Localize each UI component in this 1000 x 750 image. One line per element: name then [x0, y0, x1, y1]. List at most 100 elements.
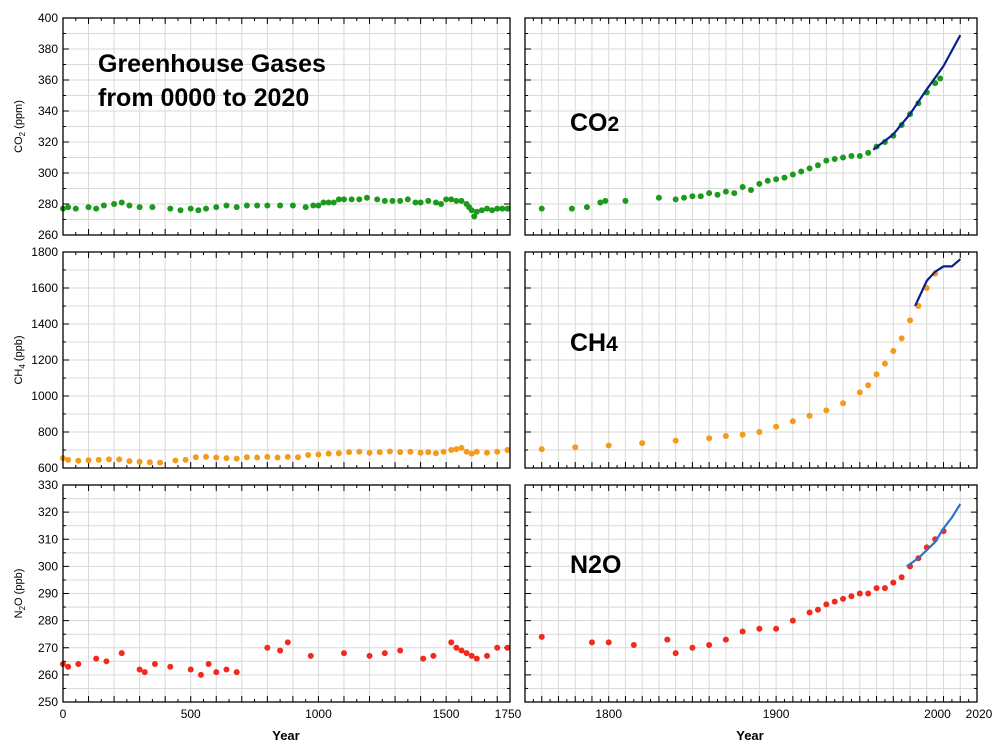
main-title-line2: from 0000 to 2020	[98, 84, 309, 112]
y-tick-label: 260	[38, 668, 58, 682]
data-point-n2o	[366, 652, 373, 659]
data-point-n2o	[264, 644, 271, 651]
data-point-n2o	[504, 644, 511, 651]
data-point-ch4	[264, 453, 271, 460]
data-point-n2o	[898, 574, 905, 581]
data-point-n2o	[588, 639, 595, 646]
data-point-co2	[602, 197, 609, 204]
y-tick-label: 320	[38, 135, 58, 149]
data-point-n2o	[806, 609, 813, 616]
data-point-n2o	[848, 593, 855, 600]
panel-row-ch4: 600 800 1000 1200 1400 1600 1800 CH4 (ppb) CH4	[13, 245, 978, 475]
data-point-n2o	[187, 666, 194, 673]
data-point-co2	[320, 199, 327, 206]
data-point-ch4	[432, 450, 439, 457]
data-point-n2o	[151, 661, 158, 668]
data-point-co2	[504, 205, 511, 212]
data-point-ch4	[213, 454, 220, 461]
data-point-co2	[489, 207, 496, 214]
data-point-n2o	[381, 650, 388, 657]
series-line-co2	[872, 34, 962, 151]
data-point-co2	[739, 183, 746, 190]
data-point-ch4	[773, 423, 780, 430]
data-point-co2	[448, 196, 455, 203]
data-point-ch4	[146, 459, 153, 466]
data-point-co2	[597, 199, 604, 206]
x-tick-label-right: 2020	[966, 707, 993, 721]
data-point-n2o	[881, 585, 888, 592]
y-tick-label: 330	[38, 478, 58, 492]
data-point-n2o	[538, 633, 545, 640]
data-point-co2	[335, 196, 342, 203]
y-tick-label: 310	[38, 532, 58, 546]
data-point-n2o	[458, 647, 465, 654]
data-point-ch4	[75, 457, 82, 464]
data-point-co2	[310, 202, 317, 209]
data-point-n2o	[840, 595, 847, 602]
data-point-co2	[187, 205, 194, 212]
data-point-co2	[748, 187, 754, 194]
data-point-co2	[389, 197, 396, 204]
data-point-co2	[289, 202, 296, 209]
data-point-n2o	[494, 644, 501, 651]
data-point-co2	[243, 202, 250, 209]
data-point-n2o	[223, 666, 230, 673]
data-point-co2	[468, 207, 475, 214]
panel-left	[60, 17, 511, 236]
data-point-ch4	[881, 360, 888, 367]
data-point-n2o	[706, 642, 713, 649]
data-point-n2o	[141, 669, 148, 676]
x-tick-label-left: 1750	[495, 707, 522, 721]
data-point-co2	[126, 202, 133, 209]
data-point-ch4	[856, 389, 863, 396]
data-point-ch4	[233, 455, 240, 462]
data-point-ch4	[284, 453, 291, 460]
data-point-ch4	[458, 444, 465, 451]
data-point-ch4	[223, 455, 230, 462]
data-point-n2o	[672, 650, 679, 657]
data-point-ch4	[126, 458, 133, 465]
panel-right	[524, 17, 978, 236]
data-point-ch4	[440, 448, 447, 455]
chart-panels: 260 280 300 320 340 360 380 400 CO2 (ppm) CO2 600 8…	[13, 11, 993, 721]
data-point-ch4	[136, 458, 143, 465]
y-tick-label: 1400	[31, 317, 58, 331]
data-point-n2o	[65, 663, 72, 670]
data-point-n2o	[103, 658, 110, 665]
data-point-co2	[499, 205, 506, 212]
data-point-co2	[325, 199, 332, 206]
data-point-ch4	[105, 456, 112, 463]
data-point-ch4	[157, 459, 164, 466]
y-axis-title: CO2 (ppm)	[13, 100, 27, 153]
data-point-co2	[840, 154, 847, 161]
data-point-ch4	[494, 448, 501, 455]
data-point-co2	[277, 202, 284, 209]
panel-frame	[524, 17, 978, 236]
data-point-co2	[233, 204, 240, 211]
data-point-n2o	[831, 598, 838, 605]
data-point-co2	[432, 199, 439, 206]
data-point-co2	[340, 196, 347, 203]
data-point-co2	[195, 207, 202, 214]
data-point-ch4	[203, 453, 210, 460]
y-tick-label: 260	[38, 228, 58, 242]
x-tick-label-right: 1900	[763, 707, 790, 721]
data-point-co2	[404, 196, 411, 203]
data-point-co2	[731, 190, 738, 197]
panel-left	[60, 251, 511, 469]
y-tick-label: 360	[38, 73, 58, 87]
data-point-ch4	[315, 451, 322, 458]
data-point-ch4	[448, 447, 455, 453]
data-point-co2	[374, 196, 381, 203]
data-point-ch4	[335, 450, 342, 457]
data-point-co2	[697, 193, 704, 200]
data-point-ch4	[192, 454, 199, 461]
data-point-co2	[655, 194, 662, 201]
data-point-co2	[538, 205, 545, 212]
data-point-ch4	[182, 456, 189, 463]
panel-row-n2o: 250 260 270 280 290 300 310 320 330 N2O (ppb) N2O 0…	[13, 478, 993, 721]
data-point-co2	[458, 197, 465, 204]
y-tick-label: 400	[38, 11, 58, 25]
y-tick-label: 280	[38, 614, 58, 628]
panel-frame	[524, 251, 978, 469]
